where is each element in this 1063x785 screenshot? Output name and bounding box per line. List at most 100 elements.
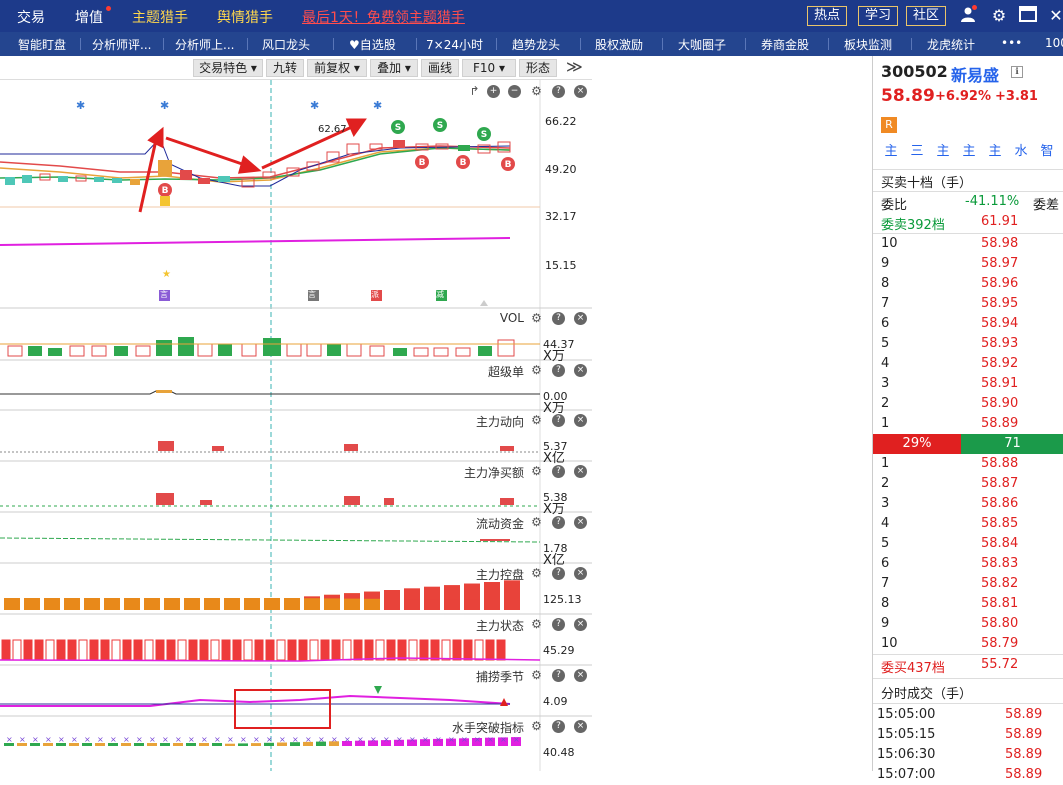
help-icon[interactable]: ? [552,465,565,478]
gear-icon[interactable]: ⚙ [531,363,542,377]
bid-row[interactable]: 5 58.84 [873,534,1063,554]
close-icon[interactable]: × [574,720,587,733]
promo-link[interactable]: 最后1天！免费领主题猎手 [302,10,465,26]
pattern-button[interactable]: 形态 [519,59,557,77]
more-icon[interactable]: ••• [1001,36,1023,50]
nav-sentiment-hunter[interactable]: 舆情猎手 [217,10,273,26]
indicator-name[interactable]: VOL [499,311,524,325]
ask-row[interactable]: 5 58.93 [873,334,1063,354]
zoom-out-icon[interactable]: − [508,85,521,98]
bid-row[interactable]: 4 58.85 [873,514,1063,534]
marker-yan-2[interactable]: 言 [308,290,316,299]
gear-icon[interactable]: ⚙ [531,668,542,682]
gear-icon[interactable]: ⚙ [531,719,542,733]
sub-watchlist[interactable]: ♥自选股 [349,36,396,53]
concept-tag[interactable]: 水 [1014,144,1028,159]
close-icon[interactable]: × [574,567,587,580]
indicator-name[interactable]: 主力控盘 [475,568,524,582]
marker-pai[interactable]: 派 [371,290,379,299]
sub-analyst-rating[interactable]: 分析师评... [92,38,152,52]
zoom-in-icon[interactable]: + [487,85,500,98]
ask-row[interactable]: 1 58.89 [873,414,1063,434]
sub-24h[interactable]: 7×24小时 [426,38,483,52]
close-icon[interactable]: × [574,364,587,377]
close-icon[interactable]: × [574,312,587,325]
bid-row[interactable]: 3 58.86 [873,494,1063,514]
ask-row[interactable]: 8 58.96 [873,274,1063,294]
gear-icon[interactable]: ⚙ [991,6,1007,25]
expand-icon[interactable]: ≫ [566,57,583,76]
help-icon[interactable]: ? [552,516,565,529]
stock-name[interactable]: 新易盛 [951,66,1000,85]
ask-row[interactable]: 7 58.95 [873,294,1063,314]
close-icon[interactable]: × [574,465,587,478]
help-icon[interactable]: ? [552,618,565,631]
bid-row[interactable]: 8 58.81 [873,594,1063,614]
indicator-name[interactable]: 超级单 [487,365,524,379]
help-icon[interactable]: ? [552,364,565,377]
help-icon[interactable]: ? [552,720,565,733]
indicator-name[interactable]: 捕捞季节 [475,670,524,684]
sub-broker-gold[interactable]: 券商金股 [761,38,810,52]
sub-wind-leader[interactable]: 风口龙头 [262,38,311,52]
user-icon[interactable] [958,6,978,26]
concept-tag[interactable]: 三 [910,144,924,159]
concept-tag[interactable]: 主 [962,144,976,159]
concept-tag[interactable]: 主 [988,144,1002,159]
draw-line-button[interactable]: 画线 [421,59,459,77]
sub-trend-leader[interactable]: 趋势龙头 [512,38,561,52]
marker-yan[interactable]: 言 [160,290,168,299]
concept-tag[interactable]: 智 [1040,144,1054,159]
bid-row[interactable]: 1 58.88 [873,454,1063,474]
close-icon[interactable]: ✕ [1049,6,1063,25]
f10-dropdown[interactable]: F10 ▾ [462,59,516,77]
learn-button[interactable]: 学习 [858,6,898,26]
gear-icon[interactable]: ⚙ [531,515,542,529]
nav-value-added[interactable]: 增值 [75,10,103,26]
sub-analyst-up[interactable]: 分析师上... [175,38,235,52]
concept-tag[interactable]: 主 [884,144,898,159]
close-icon[interactable]: × [574,414,587,427]
nav-trade[interactable]: 交易 [17,10,45,26]
gear-icon[interactable]: ⚙ [531,464,542,478]
sub-equity-incentive[interactable]: 股权激励 [595,38,644,52]
help-icon[interactable]: ? [552,567,565,580]
sub-sector-monitor[interactable]: 板块监测 [844,38,893,52]
gear-icon[interactable]: ⚙ [531,311,542,325]
indicator-name[interactable]: 水手突破指标 [451,721,524,735]
info-icon[interactable]: ℹ [1011,66,1023,78]
bid-row[interactable]: 2 58.87 [873,474,1063,494]
nav-theme-hunter[interactable]: 主题猎手 [132,10,188,26]
sub-big-circle[interactable]: 大咖圈子 [678,38,727,52]
indicator-name[interactable]: 流动资金 [475,517,524,531]
ask-row[interactable]: 4 58.92 [873,354,1063,374]
ask-row[interactable]: 9 58.97 [873,254,1063,274]
help-icon[interactable]: ? [552,414,565,427]
community-button[interactable]: 社区 [906,6,946,26]
chart-area[interactable]: ✱ ✱ ✱ ✱ [0,80,592,771]
close-icon[interactable]: × [574,516,587,529]
ask-row[interactable]: 3 58.91 [873,374,1063,394]
gear-icon[interactable]: ⚙ [531,617,542,631]
close-icon[interactable]: × [574,618,587,631]
help-icon[interactable]: ? [552,85,565,98]
bid-row[interactable]: 9 58.80 [873,614,1063,634]
help-icon[interactable]: ? [552,669,565,682]
sub-dragon-tiger[interactable]: 龙虎统计 [927,38,976,52]
close-icon[interactable]: × [574,85,587,98]
gear-icon[interactable]: ⚙ [531,84,542,98]
indicator-name[interactable]: 主力状态 [475,619,524,633]
sub-tail-text[interactable]: 100 [1045,36,1063,50]
concept-tag[interactable]: 主 [936,144,950,159]
window-icon[interactable] [1018,6,1038,26]
gear-icon[interactable]: ⚙ [531,413,542,427]
bid-row[interactable]: 10 58.79 [873,634,1063,654]
ask-row[interactable]: 6 58.94 [873,314,1063,334]
hot-button[interactable]: 热点 [807,6,847,26]
close-icon[interactable]: × [574,669,587,682]
help-icon[interactable]: ? [552,312,565,325]
bid-row[interactable]: 7 58.82 [873,574,1063,594]
nine-turn-button[interactable]: 九转 [266,59,304,77]
refresh-icon[interactable]: ↱ [469,84,480,98]
overlay-dropdown[interactable]: 叠加 ▾ [370,59,418,77]
